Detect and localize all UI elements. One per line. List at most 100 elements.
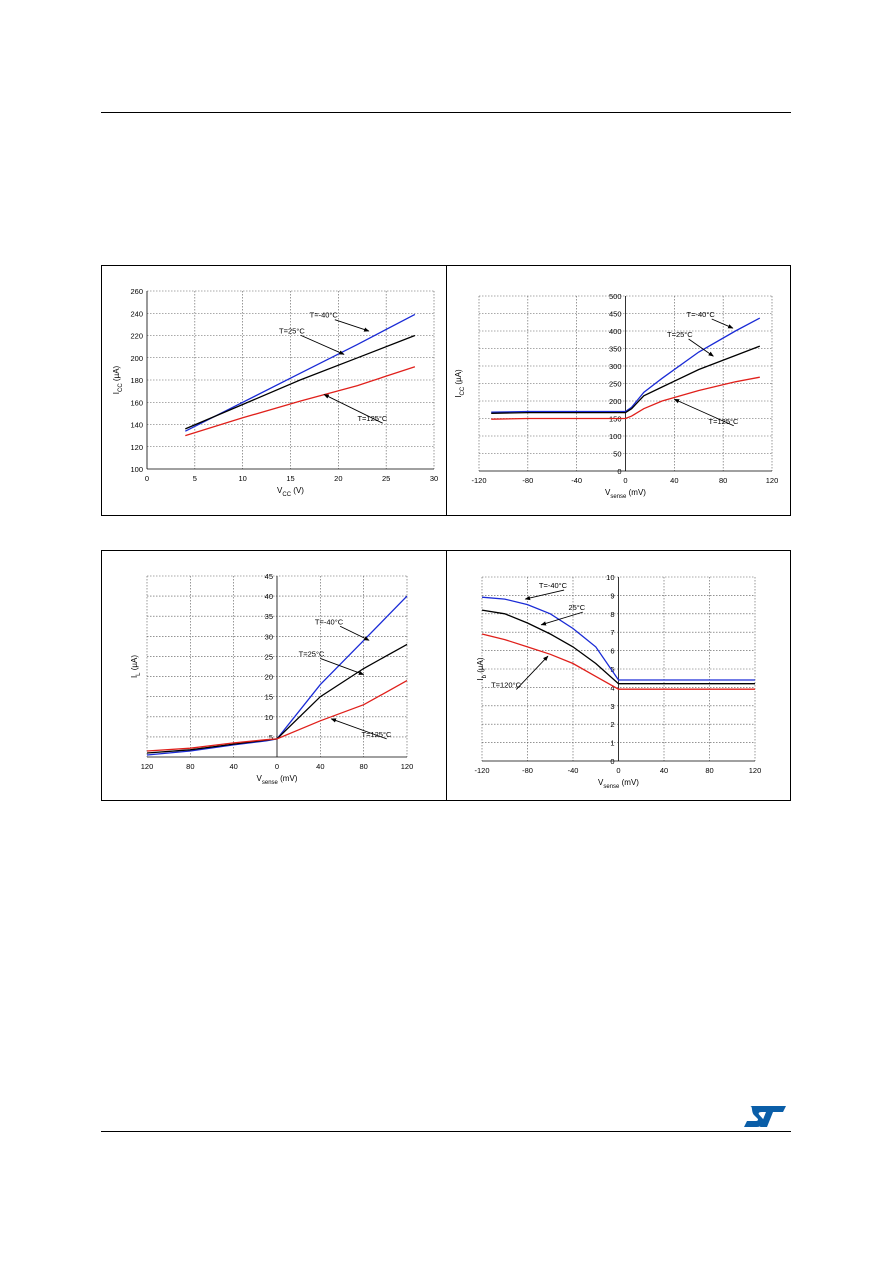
st-logo-icon — [744, 1106, 786, 1127]
y-tick-label: 140 — [130, 421, 143, 430]
annotation-arrow-0 — [334, 319, 370, 332]
grid — [147, 290, 435, 469]
figure-bottom: 120 80 40 0 40 80 120 5 10 15 20 25 30 35 40 45 Vsense (… — [101, 550, 791, 801]
y-axis-label: IL (µA) — [130, 655, 142, 678]
y-tick-label: 30 — [265, 632, 273, 641]
series-line-2 — [146, 680, 408, 752]
series-line-2 — [491, 376, 760, 420]
y-tick-label: 180 — [130, 376, 143, 385]
series-line-1 — [491, 345, 761, 414]
panel-divider — [446, 551, 447, 800]
y-tick-label: 5 — [610, 665, 614, 674]
chart-il-vs-vsense: 120 80 40 0 40 80 120 5 10 15 20 25 30 35 40 45 Vsense (… — [130, 572, 414, 786]
x-tick-label: 40 — [670, 476, 678, 485]
y-tick-label: 10 — [265, 713, 273, 722]
y-tick-label: 300 — [609, 362, 622, 371]
y-tick-label: 50 — [613, 450, 621, 459]
x-tick-label: 120 — [401, 762, 414, 771]
x-tick-label: 20 — [334, 474, 342, 483]
chart-icc-vs-vsense: -120 -80 -40 0 40 80 1200501001502002503003504… — [454, 292, 779, 500]
x-tick-label: 80 — [359, 762, 367, 771]
x-tick-label: -120 — [471, 476, 486, 485]
y-tick-label: 220 — [130, 332, 143, 341]
y-tick-label: 20 — [265, 673, 273, 682]
annotation-label-1: T=25°C — [299, 649, 325, 658]
x-tick-label: 120 — [749, 766, 762, 775]
y-tick-label: 200 — [130, 354, 143, 363]
y-tick-label: 7 — [610, 628, 614, 637]
series-line-0 — [481, 596, 755, 681]
y-tick-label: 350 — [609, 345, 622, 354]
annotation-arrow-0 — [524, 589, 565, 601]
y-tick-label: 45 — [265, 572, 273, 581]
annotation-label-0: T=-40°C — [315, 617, 344, 626]
y-axis-label: Ib (µA) — [476, 657, 488, 680]
y-tick-label: 5 — [269, 733, 273, 742]
y-axis-label: ICC (µA) — [454, 369, 466, 398]
chart-ib-vs-vsense: -120 -80 -40 0 40 80 120 0 1 2 3 4 5 6 7 8 9 10 Vsense (mV… — [474, 573, 762, 790]
annotation-arrow-0 — [711, 318, 734, 329]
series-line-1 — [481, 609, 755, 685]
x-tick-label: 5 — [193, 474, 197, 483]
x-tick-label: -80 — [522, 476, 533, 485]
annotation-label-1: T=25°C — [667, 330, 693, 339]
x-tick-label: 0 — [275, 762, 279, 771]
y-tick-label: 3 — [610, 702, 614, 711]
annotation-arrow-2 — [330, 718, 387, 740]
x-tick-label: 0 — [623, 476, 627, 485]
x-tick-label: 10 — [238, 474, 246, 483]
y-tick-label: 15 — [265, 693, 273, 702]
x-tick-label: -80 — [522, 766, 533, 775]
annotation-label-1: 25°C — [568, 603, 585, 612]
y-tick-label: 9 — [610, 591, 614, 600]
chart-icc-vs-vcc: 0 5 10 15 20 25 30 100 120 140 160 180 200 220 240 260 V… — [112, 287, 438, 498]
bottom-rule — [101, 1131, 791, 1132]
series-line-1 — [185, 334, 416, 430]
series-line-2 — [481, 633, 755, 690]
series-line-2 — [185, 366, 416, 437]
y-tick-label: 0 — [610, 757, 614, 766]
annotation-arrow-2 — [323, 394, 383, 424]
y-tick-label: 10 — [606, 573, 614, 582]
y-tick-label: 250 — [609, 380, 622, 389]
annotation-label-0: T=-40°C — [539, 581, 568, 590]
x-tick-label: 120 — [141, 762, 154, 771]
x-tick-label: -40 — [568, 766, 579, 775]
x-axis-label: VCC (V) — [277, 486, 304, 498]
y-tick-label: 200 — [609, 397, 622, 406]
x-tick-label: 40 — [316, 762, 324, 771]
y-tick-label: 4 — [610, 683, 614, 692]
x-tick-label: 30 — [430, 474, 438, 483]
x-tick-label: 120 — [766, 476, 779, 485]
x-axis-label: Vsense (mV) — [598, 778, 639, 790]
x-tick-label: 0 — [145, 474, 149, 483]
annotation-arrow-1 — [540, 611, 583, 626]
x-tick-label: 80 — [719, 476, 727, 485]
y-tick-label: 2 — [610, 720, 614, 729]
x-tick-label: 15 — [286, 474, 294, 483]
x-axis-label: Vsense (mV) — [605, 488, 646, 500]
y-tick-label: 400 — [609, 327, 622, 336]
x-tick-label: -40 — [571, 476, 582, 485]
x-tick-label: 40 — [660, 766, 668, 775]
y-tick-label: 6 — [610, 647, 614, 656]
annotation-arrow-0 — [339, 625, 370, 641]
figure-top: 0 5 10 15 20 25 30 100 120 140 160 180 200 220 240 260 V… — [101, 265, 791, 516]
series-line-0 — [491, 317, 761, 413]
y-tick-label: 240 — [130, 309, 143, 318]
annotation-arrow-1 — [688, 338, 714, 357]
x-tick-label: 80 — [186, 762, 194, 771]
annotation-arrow-2 — [515, 655, 549, 690]
y-tick-label: 40 — [265, 592, 273, 601]
x-tick-label: -120 — [474, 766, 489, 775]
x-tick-label: 40 — [229, 762, 237, 771]
y-tick-label: 1 — [610, 739, 614, 748]
x-tick-label: 80 — [705, 766, 713, 775]
y-axis-label: ICC (µA) — [112, 365, 124, 394]
y-tick-label: 0 — [617, 467, 621, 476]
top-rule — [101, 112, 791, 113]
y-tick-label: 8 — [610, 610, 614, 619]
x-tick-label: 0 — [616, 766, 620, 775]
annotation-label-0: T=-40°C — [687, 310, 716, 319]
y-tick-label: 100 — [130, 465, 143, 474]
